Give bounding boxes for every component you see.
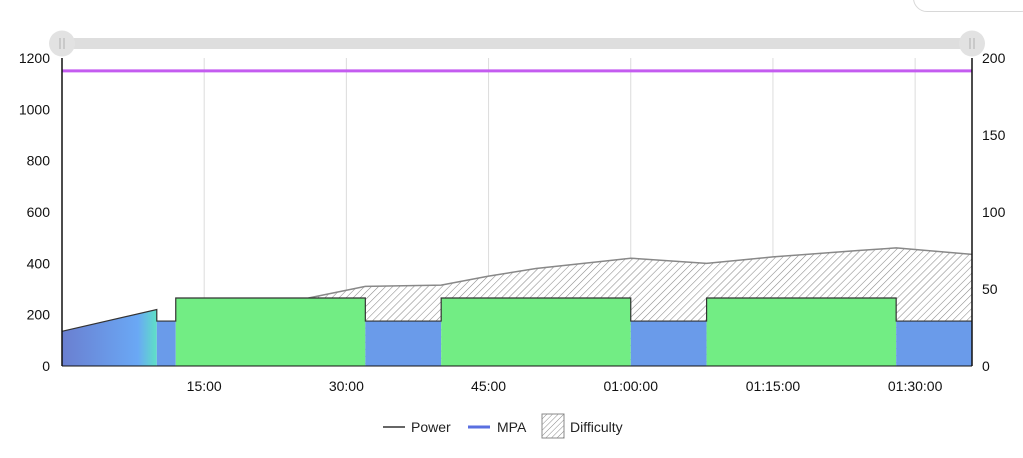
x-axis-ticks: 15:00 30:00 45:00 01:00:00 01:15:00 01:30:00 <box>187 378 943 394</box>
left-tick-label: 1000 <box>19 101 50 117</box>
left-axis-ticks: 0 200 400 600 800 1000 1200 <box>19 50 50 374</box>
right-axis-ticks: 0 50 100 150 200 <box>982 50 1006 374</box>
x-tick-label: 01:15:00 <box>746 378 801 394</box>
scrollbar-left-handle[interactable] <box>49 30 75 57</box>
left-tick-label: 0 <box>42 358 50 374</box>
left-tick-label: 400 <box>27 255 51 271</box>
power-segment-blue <box>365 321 442 366</box>
right-tick-label: 150 <box>982 127 1006 143</box>
legend-item-difficulty[interactable]: Difficulty <box>541 413 623 439</box>
right-tick-label: 100 <box>982 204 1006 220</box>
x-tick-label: 45:00 <box>471 378 506 394</box>
x-tick-label: 30:00 <box>329 378 364 394</box>
scrollbar-track[interactable] <box>62 38 972 49</box>
power-segment-green <box>706 297 897 366</box>
axes <box>61 58 973 367</box>
x-tick-label: 01:00:00 <box>604 378 659 394</box>
left-tick-label: 800 <box>27 153 51 169</box>
power-segment-green <box>175 297 366 366</box>
range-scrollbar[interactable] <box>49 30 985 57</box>
power-segment-green <box>441 297 631 366</box>
chart: 0 200 400 600 800 1000 1200 0 50 100 150 200 15:00… <box>19 30 1006 394</box>
x-tick-label: 15:00 <box>187 378 222 394</box>
legend-difficulty-swatch <box>541 413 565 439</box>
right-tick-label: 200 <box>982 50 1006 66</box>
legend-difficulty-label: Difficulty <box>570 419 623 435</box>
power-segment-ramp <box>62 309 157 366</box>
legend-item-mpa[interactable]: MPA <box>468 419 527 435</box>
right-tick-label: 50 <box>982 281 998 297</box>
left-tick-label: 200 <box>27 307 51 323</box>
x-tick-label: 01:30:00 <box>888 378 943 394</box>
legend-item-power[interactable]: Power <box>383 419 451 435</box>
legend-power-label: Power <box>411 419 451 435</box>
left-tick-label: 1200 <box>19 50 50 66</box>
power-segment-blue <box>896 321 972 366</box>
power-segment-blue <box>630 321 707 366</box>
left-tick-label: 600 <box>27 204 51 220</box>
difficulty-line <box>308 247 973 299</box>
legend: Power MPA Difficulty <box>383 413 623 439</box>
scrollbar-right-handle[interactable] <box>959 30 985 57</box>
power-series <box>61 297 972 366</box>
power-segment-blue <box>156 321 176 366</box>
power-line <box>61 297 972 332</box>
right-tick-label: 0 <box>982 358 990 374</box>
legend-mpa-label: MPA <box>497 419 527 435</box>
